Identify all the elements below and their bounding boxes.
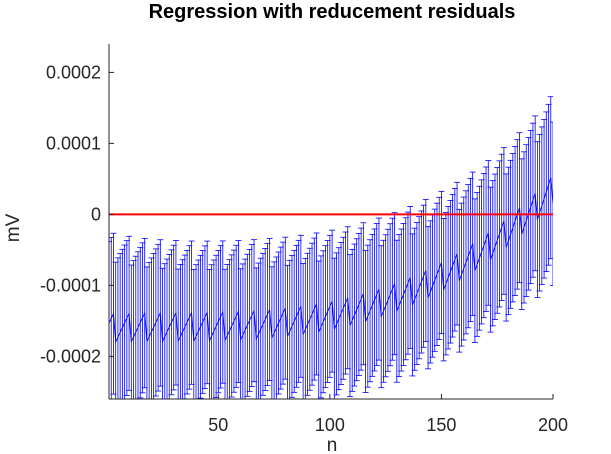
y-tick-label: 0 (91, 204, 101, 224)
x-tick-label: 200 (538, 415, 568, 435)
y-tick-label: 0.0002 (46, 62, 101, 82)
x-tick-label: 50 (208, 415, 228, 435)
y-tick-label: -0.0001 (40, 275, 101, 295)
regression-residual-line (109, 177, 553, 344)
chart-title: Regression with reducement residuals (149, 1, 516, 23)
y-tick-label: -0.0002 (40, 346, 101, 366)
axes: 50 100 150 200 -0.0002 -0.0001 0 0.0001 0.0002 (40, 44, 568, 435)
x-axis-label: n (327, 435, 338, 454)
plot-area (109, 96, 553, 399)
y-tick-label: 0.0001 (46, 133, 101, 153)
x-tick-label: 100 (315, 415, 345, 435)
x-tick-label: 150 (426, 415, 456, 435)
y-axis-label: mV (3, 213, 24, 242)
